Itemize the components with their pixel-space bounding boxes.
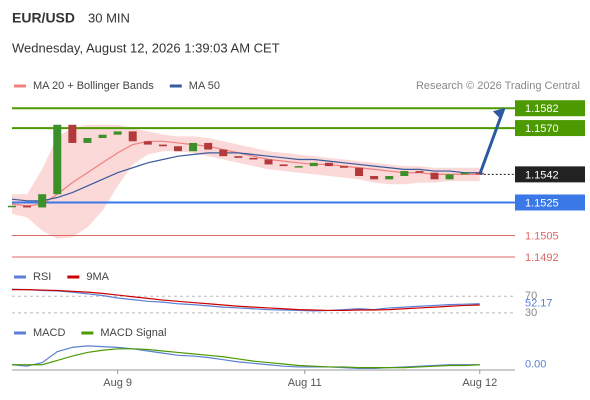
candle <box>113 131 122 135</box>
candle <box>445 174 454 180</box>
candle <box>339 166 348 168</box>
candle <box>279 164 288 167</box>
series-line <box>12 348 480 369</box>
legend-label: MA 20 + Bollinger Bands <box>33 80 154 92</box>
y-tick-label: 0.00 <box>525 359 546 371</box>
candle <box>249 157 258 160</box>
candle <box>294 166 303 168</box>
candle <box>143 141 152 145</box>
level-box <box>515 100 585 117</box>
y-tick-label: 70 <box>525 290 537 302</box>
candle <box>324 162 333 167</box>
series-line <box>11 345 480 369</box>
level-label: 1.1582 <box>525 103 559 115</box>
legend-label: MACD Signal <box>100 327 166 339</box>
candle <box>158 144 167 147</box>
legend-label: MACD <box>33 327 65 339</box>
candle <box>385 176 394 180</box>
x-tick-label: Aug 9 <box>103 377 132 389</box>
level-box <box>515 194 585 211</box>
candle <box>189 142 198 152</box>
candle <box>355 167 364 177</box>
candle <box>8 205 16 208</box>
series-line <box>11 152 480 202</box>
candle <box>173 146 182 152</box>
legend-label: RSI <box>33 271 51 283</box>
series-line <box>11 288 480 312</box>
level-label: 1.1492 <box>525 252 559 264</box>
candle <box>219 149 228 157</box>
candle <box>430 172 439 180</box>
candle <box>23 205 32 208</box>
candle <box>264 159 273 165</box>
y-tick-label: 30 <box>525 307 537 319</box>
candle <box>98 134 107 138</box>
candle <box>460 172 469 175</box>
attribution: Research © 2026 Trading Central <box>416 80 580 92</box>
candle <box>68 124 77 143</box>
arrow-head <box>492 108 504 120</box>
series-line <box>12 289 480 312</box>
level-label: 1.1505 <box>525 230 559 242</box>
candle <box>415 171 424 173</box>
candle <box>400 171 409 177</box>
bollinger-band <box>12 124 480 239</box>
candle <box>53 124 62 195</box>
candle <box>204 142 213 150</box>
x-tick-label: Aug 12 <box>462 377 497 389</box>
datetime: Wednesday, August 12, 2026 1:39:03 AM CE… <box>12 40 280 55</box>
level-label: 1.1542 <box>525 169 559 181</box>
candle <box>309 162 318 167</box>
legend-label: 9MA <box>86 271 109 283</box>
symbol: EUR/USD <box>12 10 75 26</box>
interval: 30 MIN <box>88 10 130 25</box>
legend-label: MA 50 <box>189 80 220 92</box>
candle <box>370 176 379 180</box>
x-tick-label: Aug 11 <box>288 377 322 389</box>
candle <box>38 194 47 208</box>
current-value: 52.17 <box>525 298 553 310</box>
level-label: 1.1525 <box>525 197 559 209</box>
candle <box>83 137 92 143</box>
level-label: 1.1570 <box>525 123 559 135</box>
candle <box>128 131 137 142</box>
candle <box>234 156 243 158</box>
level-box <box>515 120 585 137</box>
level-box <box>515 166 585 183</box>
projection-arrow <box>478 107 506 175</box>
